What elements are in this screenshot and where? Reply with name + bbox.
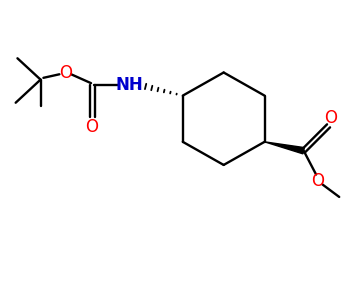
Text: O: O	[311, 172, 324, 190]
Text: NH: NH	[115, 76, 143, 94]
Text: O: O	[85, 118, 98, 136]
Text: O: O	[325, 109, 337, 127]
Text: O: O	[59, 63, 72, 81]
Polygon shape	[265, 142, 304, 154]
